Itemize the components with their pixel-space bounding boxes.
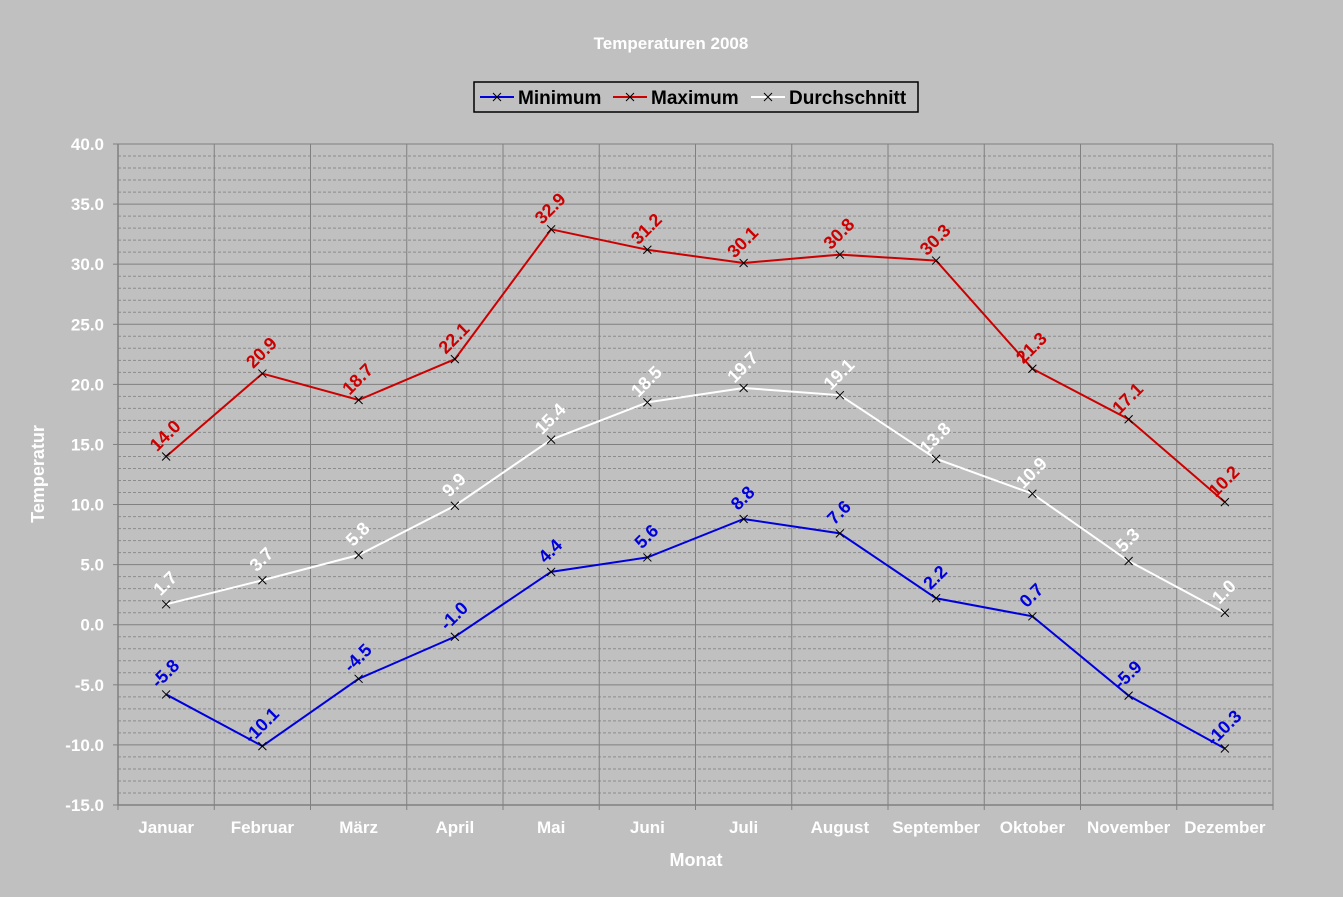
x-tick-label: Dezember (1184, 818, 1266, 837)
series-line-durchschnitt (165, 386, 1226, 614)
data-point-minimum (1220, 744, 1230, 753)
y-tick-label: 40.0 (71, 135, 104, 154)
legend-label-durchschnitt: Durchschnitt (789, 88, 907, 109)
data-point-minimum (1028, 611, 1037, 621)
data-point-maximum (546, 224, 556, 234)
legend-marker-maximum (625, 92, 635, 102)
data-point-durchschnitt (1028, 489, 1037, 499)
x-tick-label: Januar (138, 818, 194, 837)
data-point-durchschnitt (258, 575, 267, 585)
series-line-maximum (165, 228, 1226, 503)
data-point-minimum (643, 553, 652, 562)
data-point-durchschnitt (931, 454, 941, 464)
data-point-durchschnitt (643, 398, 652, 407)
data-point-minimum (161, 690, 171, 699)
legend-marker-durchschnitt (763, 92, 773, 102)
data-point-minimum (1124, 691, 1133, 700)
legend-item-durchschnitt: Durchschnitt (751, 88, 907, 109)
data-point-minimum (258, 741, 267, 751)
data-point-maximum (1028, 364, 1037, 374)
legend-label-maximum: Maximum (651, 88, 739, 109)
data-point-minimum (546, 567, 556, 577)
data-point-durchschnitt (450, 501, 460, 511)
data-point-maximum (739, 258, 748, 268)
y-tick-label: 0.0 (80, 616, 104, 635)
x-axis-title: Monat (670, 850, 723, 870)
data-point-maximum (835, 250, 845, 259)
y-tick-label: 20.0 (71, 375, 104, 394)
data-point-durchschnitt (1220, 608, 1230, 618)
legend: Minimum Maximum Durchschnitt (473, 81, 919, 113)
x-tick-label: März (339, 818, 378, 837)
legend-item-minimum: Minimum (480, 88, 601, 109)
y-tick-label: 30.0 (71, 255, 104, 274)
data-point-maximum (161, 452, 171, 461)
legend-label-minimum: Minimum (518, 88, 601, 109)
series-line-minimum (165, 517, 1226, 750)
data-point-minimum (739, 514, 748, 524)
legend-item-maximum: Maximum (613, 88, 739, 109)
y-tick-label: -10.0 (65, 736, 104, 755)
x-tick-label: August (811, 818, 870, 837)
x-tick-label: September (892, 818, 980, 837)
x-tick-label: Juli (729, 818, 758, 837)
data-point-minimum (450, 632, 460, 642)
data-point-durchschnitt (161, 599, 171, 609)
data-point-minimum (835, 529, 845, 538)
data-point-maximum (931, 256, 941, 265)
grid (117, 143, 1274, 806)
y-tick-label: 25.0 (71, 315, 104, 334)
data-point-maximum (1220, 497, 1230, 507)
y-tick-label: 5.0 (80, 556, 104, 575)
y-tick-label: 35.0 (71, 195, 104, 214)
data-point-durchschnitt (546, 435, 556, 445)
data-point-maximum (450, 354, 460, 364)
y-axis-title: Temperatur (28, 425, 48, 523)
x-tick-label: Juni (630, 818, 665, 837)
data-point-minimum (931, 593, 941, 603)
y-tick-label: -15.0 (65, 796, 104, 815)
data-point-durchschnitt (835, 390, 845, 400)
data-point-maximum (1124, 414, 1133, 424)
data-point-maximum (258, 369, 267, 378)
data-point-durchschnitt (354, 550, 363, 560)
x-tick-label: November (1087, 818, 1171, 837)
legend-box (473, 81, 919, 113)
data-point-minimum (354, 674, 363, 684)
y-tick-label: 15.0 (71, 435, 104, 454)
y-tick-label: 10.0 (71, 496, 104, 515)
data-point-durchschnitt (739, 383, 748, 393)
axes: 40.0 35.0 30.0 25.0 20.0 15.0 10.0 5.0 0.0 -5.0 -1… (65, 135, 1274, 837)
y-tick-label: -5.0 (75, 676, 104, 695)
legend-marker-minimum (492, 92, 502, 102)
x-tick-label: Februar (231, 818, 295, 837)
data-point-maximum (643, 245, 652, 255)
x-tick-label: April (436, 818, 475, 837)
data-point-maximum (354, 395, 363, 405)
series-lines (161, 224, 1230, 753)
x-tick-label: Mai (537, 818, 565, 837)
x-tick-label: Oktober (1000, 818, 1066, 837)
data-point-durchschnitt (1124, 556, 1133, 566)
chart-title: Temperaturen 2008 (594, 34, 749, 53)
